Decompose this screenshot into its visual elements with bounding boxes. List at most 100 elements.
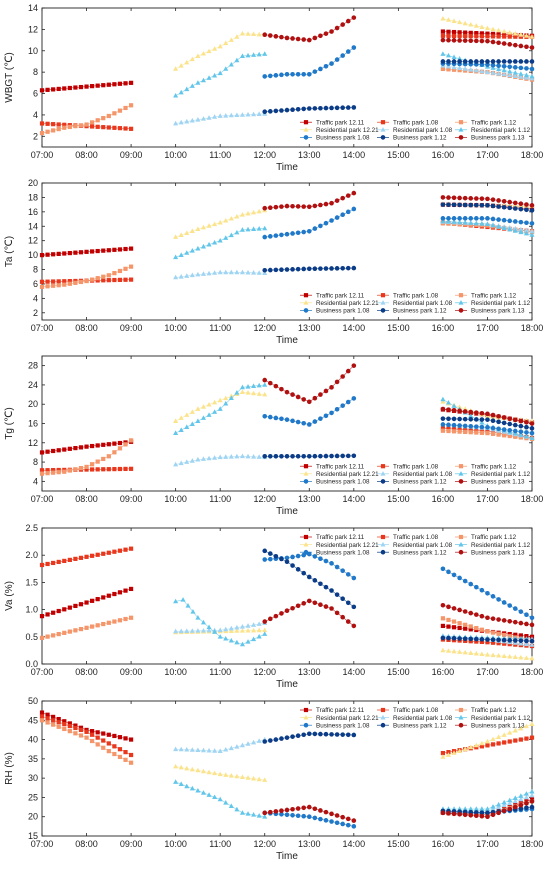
x-tick-label: 12:00 xyxy=(253,323,276,333)
data-point xyxy=(445,752,451,757)
data-point xyxy=(90,467,95,472)
data-point xyxy=(468,38,474,44)
data-point xyxy=(468,67,474,72)
data-point xyxy=(518,226,524,232)
data-point xyxy=(523,72,529,78)
data-point xyxy=(117,548,123,553)
legend: Traffic park 12.11 Traffic park 1.08 Traff… xyxy=(300,707,531,729)
data-point xyxy=(256,776,262,782)
data-point xyxy=(78,602,84,607)
data-point xyxy=(496,66,502,72)
data-point xyxy=(312,203,318,209)
data-point xyxy=(490,59,496,64)
data-point xyxy=(518,654,524,660)
data-point xyxy=(95,83,100,88)
data-point xyxy=(468,220,474,225)
data-point xyxy=(484,221,490,226)
legend-marker xyxy=(303,120,309,125)
y-tick-label: 6 xyxy=(33,89,38,99)
data-point xyxy=(473,650,479,656)
data-point xyxy=(217,454,223,460)
data-point xyxy=(106,593,111,598)
data-point xyxy=(440,616,446,621)
series-business_1_12 xyxy=(262,416,535,459)
data-point xyxy=(518,31,524,37)
data-point xyxy=(323,731,329,737)
data-point xyxy=(512,606,518,611)
x-tick-label: 13:00 xyxy=(298,839,321,849)
data-point xyxy=(468,21,474,27)
data-point xyxy=(440,15,446,21)
data-point xyxy=(479,810,485,815)
data-point xyxy=(251,636,257,642)
x-tick-label: 09:00 xyxy=(120,494,143,504)
data-point xyxy=(523,791,529,796)
y-tick-label: 2.5 xyxy=(25,523,38,533)
data-point xyxy=(512,795,518,801)
data-point xyxy=(345,822,351,828)
legend-label: Business park 1.13 xyxy=(471,722,525,729)
legend-label: Traffic park 1.08 xyxy=(393,292,439,299)
data-point xyxy=(189,83,195,88)
data-point xyxy=(223,400,229,406)
data-point xyxy=(479,31,484,36)
data-point xyxy=(279,416,284,422)
data-point xyxy=(84,122,89,127)
data-point xyxy=(200,116,206,121)
data-point xyxy=(212,409,218,414)
data-point xyxy=(451,606,457,611)
data-point xyxy=(340,814,345,820)
data-point xyxy=(340,105,345,111)
plot-frame xyxy=(41,182,533,321)
legend-label: Residential park 1.08 xyxy=(393,542,453,549)
data-point xyxy=(496,617,501,622)
data-point xyxy=(128,737,134,742)
data-point xyxy=(73,250,78,255)
data-point xyxy=(345,600,351,606)
data-point xyxy=(451,216,457,221)
data-point xyxy=(496,426,501,432)
data-point xyxy=(340,453,345,459)
data-point xyxy=(440,406,446,412)
data-point xyxy=(451,403,457,408)
data-point xyxy=(106,741,111,746)
data-point xyxy=(56,126,61,132)
data-point xyxy=(90,124,95,129)
legend-label: Business park 1.12 xyxy=(393,308,447,315)
data-point xyxy=(128,752,134,758)
data-point xyxy=(351,575,357,581)
data-point xyxy=(273,453,279,459)
data-point xyxy=(245,111,251,117)
data-point xyxy=(446,37,451,43)
data-point xyxy=(117,268,123,274)
data-point xyxy=(45,712,50,717)
data-point xyxy=(62,469,67,474)
data-point xyxy=(295,204,301,209)
data-point xyxy=(490,412,496,418)
legend-label: Residential park 12.21 xyxy=(316,300,379,307)
data-point xyxy=(523,794,529,800)
data-point xyxy=(312,106,318,111)
data-point xyxy=(518,633,523,638)
series-line xyxy=(41,266,132,288)
data-point xyxy=(295,733,301,739)
data-point xyxy=(223,454,229,459)
legend-marker xyxy=(303,479,309,484)
data-point xyxy=(128,466,134,471)
data-point xyxy=(217,70,223,76)
data-point xyxy=(312,731,318,737)
data-point xyxy=(485,640,490,645)
data-point xyxy=(496,637,501,643)
data-point xyxy=(267,109,273,114)
data-point xyxy=(340,732,345,737)
data-point xyxy=(329,811,334,817)
data-point xyxy=(189,272,195,278)
data-point xyxy=(446,33,451,38)
data-point xyxy=(518,806,524,811)
data-point xyxy=(334,266,340,271)
data-point xyxy=(457,56,463,61)
legend-label: Residential park 12.21 xyxy=(316,542,379,549)
data-point xyxy=(90,624,95,629)
y-axis-label: Va (%) xyxy=(4,581,15,611)
data-point xyxy=(462,746,468,752)
